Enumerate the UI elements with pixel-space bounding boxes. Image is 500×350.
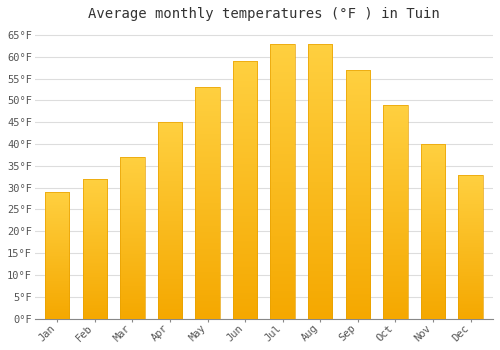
Bar (120, 157, 144, 318)
Bar (82, 179, 107, 318)
Title: Average monthly temperatures (°F ) in Tuin: Average monthly temperatures (°F ) in Tu… (88, 7, 440, 21)
Bar (458, 175, 482, 318)
Bar (346, 70, 370, 318)
Bar (45, 192, 70, 318)
Bar (158, 122, 182, 318)
Bar (308, 44, 332, 318)
Bar (383, 105, 407, 318)
Bar (420, 144, 445, 318)
Bar (270, 44, 295, 318)
Bar (233, 61, 258, 319)
Bar (196, 88, 220, 318)
